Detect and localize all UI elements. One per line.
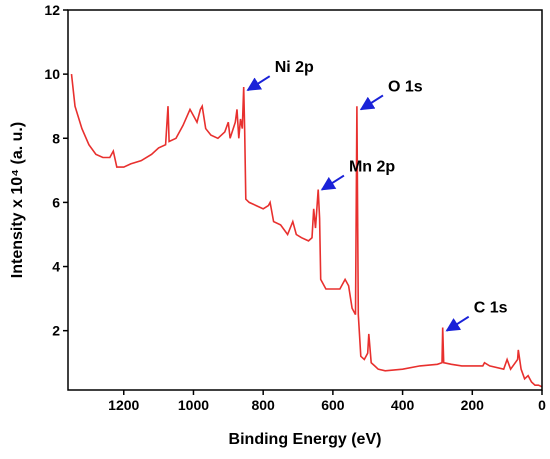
annotation-label: Mn 2p xyxy=(349,159,395,176)
y-tick-label: 4 xyxy=(52,259,60,275)
spectrum-line xyxy=(70,74,543,388)
x-tick-label: 1000 xyxy=(178,397,209,413)
y-tick-label: 2 xyxy=(52,323,60,339)
annotation-arrow xyxy=(246,75,271,92)
x-axis-label: Binding Energy (eV) xyxy=(229,431,382,448)
y-axis-label: Intensity x 10⁴ (a. u.) xyxy=(9,122,26,278)
y-tick-label: 10 xyxy=(44,66,60,82)
plot-frame xyxy=(67,9,543,391)
annotation-arrow xyxy=(445,315,470,332)
y-tick-label: 6 xyxy=(52,194,60,210)
annotation-arrow xyxy=(320,174,345,191)
annotation-arrow xyxy=(359,94,384,111)
x-tick-label: 800 xyxy=(251,397,275,413)
annotation-label: O 1s xyxy=(388,78,423,95)
y-tick-label: 8 xyxy=(52,130,60,146)
y-tick-label: 12 xyxy=(44,2,60,18)
x-tick-label: 200 xyxy=(461,397,485,413)
x-tick-label: 0 xyxy=(538,397,546,413)
annotation-label: C 1s xyxy=(474,300,508,317)
x-tick-label: 1200 xyxy=(108,397,139,413)
x-tick-label: 600 xyxy=(321,397,345,413)
annotation-label: Ni 2p xyxy=(275,59,314,76)
x-tick-label: 400 xyxy=(391,397,415,413)
